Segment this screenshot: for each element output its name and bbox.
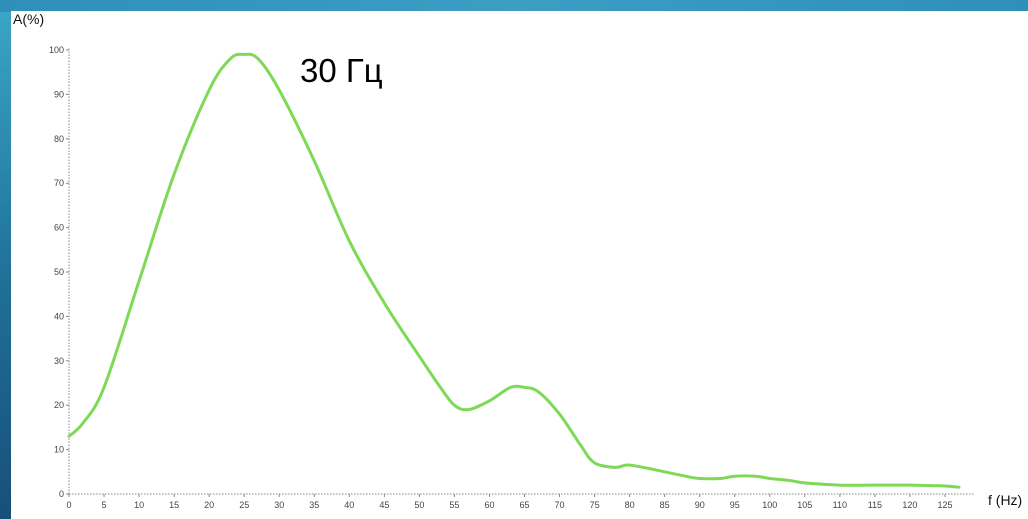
- x-tick-label: 95: [730, 500, 740, 510]
- x-tick-label: 105: [797, 500, 812, 510]
- x-tick-label: 90: [695, 500, 705, 510]
- x-tick-label: 85: [660, 500, 670, 510]
- y-tick-label: 50: [54, 267, 64, 277]
- x-tick-label: 120: [902, 500, 917, 510]
- x-tick-label: 65: [520, 500, 530, 510]
- x-tick-label: 10: [134, 500, 144, 510]
- x-axis-label: f (Hz): [988, 492, 1022, 508]
- x-tick-label: 30: [274, 500, 284, 510]
- series-layer: [67, 52, 961, 489]
- x-tick-label: 60: [484, 500, 494, 510]
- x-tick-label: 110: [833, 500, 847, 510]
- y-tick-label: 0: [59, 489, 64, 499]
- x-tick-label: 100: [762, 500, 777, 510]
- y-axis-label: A(%): [13, 11, 44, 27]
- slide-top-bar: [0, 0, 1028, 12]
- y-tick-label: 80: [54, 134, 64, 144]
- y-tick-label: 70: [54, 178, 64, 188]
- x-tick-label: 50: [414, 500, 424, 510]
- x-tick-label: 115: [868, 500, 882, 510]
- y-axis: 0 10 20 30 40 50 60 70 80 90 100: [49, 45, 70, 499]
- x-tick-label: 75: [590, 500, 600, 510]
- x-tick-label: 125: [937, 500, 952, 510]
- x-tick-label: 70: [555, 500, 565, 510]
- x-tick-label: 45: [379, 500, 389, 510]
- x-tick-label: 55: [449, 500, 459, 510]
- y-tick-label: 60: [54, 223, 64, 233]
- series-line: [67, 52, 961, 489]
- x-tick-label: 80: [625, 500, 635, 510]
- y-tick-label: 40: [54, 311, 64, 321]
- y-tick-label: 90: [54, 89, 64, 99]
- y-tick-label: 30: [54, 356, 64, 366]
- x-tick-label: 0: [66, 500, 71, 510]
- x-tick-label: 35: [309, 500, 319, 510]
- y-tick-label: 20: [54, 400, 64, 410]
- x-tick-label: 20: [204, 500, 214, 510]
- y-tick-label: 10: [54, 445, 64, 455]
- chart-panel: 0 10 20 30 40 50 60 70 80 90 100 0 5 10 15 20 25 30 35 40 4…: [11, 11, 1028, 519]
- x-tick-label: 40: [344, 500, 354, 510]
- x-axis: 0 5 10 15 20 25 30 35 40 45 50 55 60 65 70 75 80 85 90 95 10…: [66, 493, 974, 510]
- x-tick-label: 25: [239, 500, 249, 510]
- peak-annotation: 30 Гц: [300, 52, 383, 89]
- y-tick-label: 100: [49, 45, 64, 55]
- x-tick-label: 5: [102, 500, 107, 510]
- x-tick-label: 15: [169, 500, 179, 510]
- chart: 0 10 20 30 40 50 60 70 80 90 100 0 5 10 15 20 25 30 35 40 4…: [13, 11, 1022, 510]
